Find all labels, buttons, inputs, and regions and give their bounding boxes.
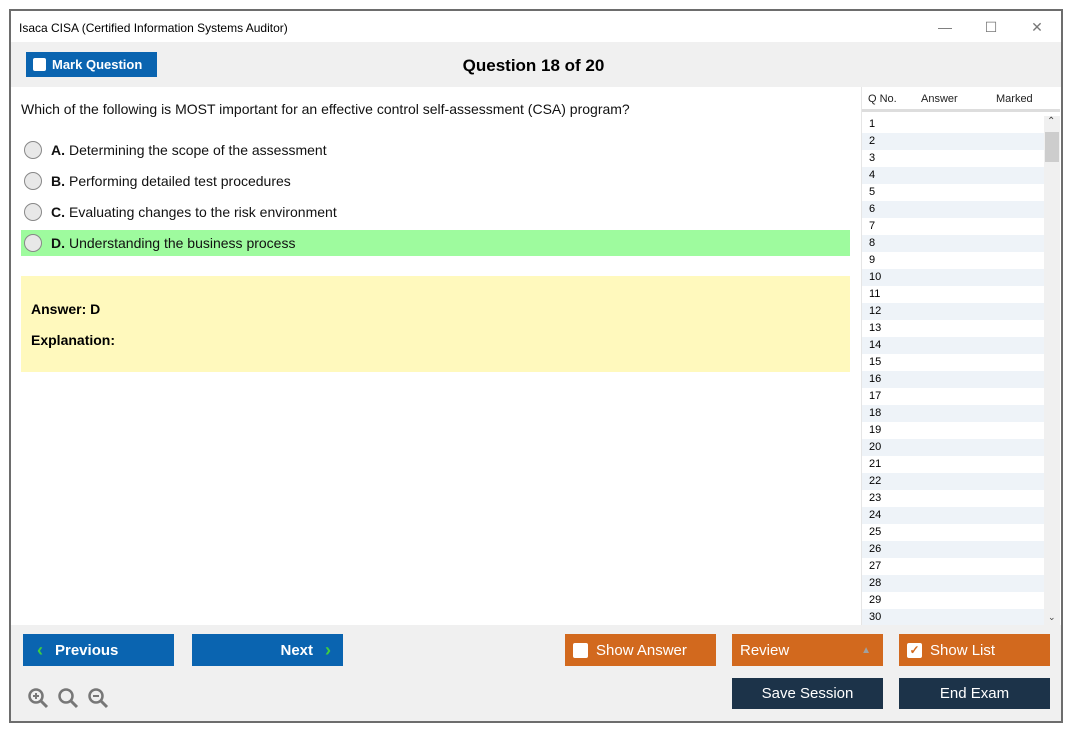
option-text: Determining the scope of the assessment [69,142,327,158]
minimize-icon[interactable]: — [938,19,952,35]
list-row[interactable]: 22 [862,473,1045,490]
zoom-in-icon[interactable] [27,687,49,709]
list-row[interactable]: 29 [869,594,882,606]
question-text: Which of the following is MOST important… [21,101,630,117]
option-letter: B. [51,173,65,189]
show-list-label: Show List [930,641,996,659]
review-dropdown[interactable]: Review ▲ [732,634,883,666]
list-row[interactable]: 12 [862,303,1045,320]
answer-panel: Answer: D Explanation: [21,276,850,372]
save-session-label: Save Session [761,685,854,702]
end-exam-button[interactable]: End Exam [899,678,1050,709]
list-row[interactable]: 9 [869,254,876,266]
list-row[interactable]: 1 [869,118,876,130]
checkbox-icon [33,58,46,71]
radio-icon[interactable] [24,234,42,252]
previous-button[interactable]: ‹ Previous [23,634,174,666]
caret-up-icon: ▲ [861,644,871,656]
title-bar: Isaca CISA (Certified Information System… [11,11,1061,42]
list-row[interactable]: 17 [869,390,882,402]
list-header: Q No. Answer Marked [862,87,1060,112]
option-letter: A. [51,142,65,158]
show-answer-button[interactable]: Show Answer [565,634,716,666]
header-qno: Q No. [868,93,897,105]
list-row[interactable]: 30 [862,609,1045,626]
end-exam-label: End Exam [939,685,1010,702]
previous-label: Previous [55,641,119,659]
option-d[interactable]: D. Understanding the business process [21,230,850,256]
header-marked: Marked [996,93,1033,105]
list-row[interactable]: 18 [862,405,1045,422]
zoom-reset-icon[interactable] [57,687,79,709]
list-row[interactable]: 26 [862,541,1045,558]
list-row[interactable]: 6 [862,201,1045,218]
scrollbar[interactable]: ⌃ ⌄ [1044,116,1060,625]
list-row[interactable]: 23 [869,492,882,504]
list-row[interactable]: 13 [869,322,882,334]
footer: ‹ Previous Next › Show Answer Review ▲ ✓ Sho… [11,625,1061,721]
list-row[interactable]: 3 [869,152,876,164]
header-answer: Answer [921,93,958,105]
list-row[interactable]: 28 [862,575,1045,592]
radio-icon[interactable] [24,141,42,159]
list-row[interactable]: 4 [862,167,1045,184]
option-text: Evaluating changes to the risk environme… [69,204,337,220]
review-label: Review [740,641,790,659]
question-counter: Question 18 of 20 [462,56,605,75]
close-icon[interactable]: ✕ [1031,19,1043,35]
checkbox-icon[interactable] [573,642,588,658]
radio-icon[interactable] [24,203,42,221]
list-row[interactable]: 8 [862,235,1045,252]
chevron-left-icon: ‹ [37,639,43,660]
explanation-label: Explanation: [31,332,116,348]
next-button[interactable]: Next › [192,634,343,666]
chevron-right-icon: › [325,639,331,660]
list-row[interactable]: 15 [869,356,882,368]
mark-label: Mark Question [52,57,143,72]
answer-label: Answer: D [31,301,101,317]
list-row[interactable]: 21 [869,458,882,470]
zoom-out-icon[interactable] [87,687,109,709]
list-row[interactable]: 24 [862,507,1045,524]
option-c[interactable]: C. Evaluating changes to the risk environ… [21,199,850,225]
list-row[interactable]: 7 [869,220,876,232]
option-text: Performing detailed test procedures [69,173,291,189]
list-row[interactable]: 27 [869,560,882,572]
maximize-icon[interactable]: ☐ [984,19,998,35]
list-row[interactable]: 10 [862,269,1045,286]
option-b[interactable]: B. Performing detailed test procedures [21,168,850,194]
show-answer-label: Show Answer [596,641,687,659]
option-text: Understanding the business process [69,235,296,251]
question-list: Q No. Answer Marked 1 2 3 4 5 6 7 8 9 10 11 12 13 14 1… [861,87,1060,626]
list-row[interactable]: 11 [869,288,881,300]
scroll-down-icon[interactable]: ⌄ [1048,612,1056,622]
list-row[interactable]: 20 [862,439,1045,456]
toolbar: Question 18 of 20 Mark Question [11,42,1061,87]
zoom-controls [27,687,109,709]
list-row[interactable]: 14 [862,337,1045,354]
next-label: Next [280,641,313,659]
scrollbar-thumb[interactable] [1045,132,1059,162]
show-list-button[interactable]: ✓ Show List [899,634,1050,666]
list-row[interactable]: 19 [869,424,882,436]
list-row[interactable]: 16 [862,371,1045,388]
scroll-up-icon[interactable]: ⌃ [1047,116,1056,127]
list-row[interactable]: 25 [869,526,882,538]
app-window: Isaca CISA (Certified Information System… [9,9,1063,723]
option-letter: D. [51,235,65,251]
option-letter: C. [51,204,65,220]
list-row[interactable]: 5 [869,186,876,198]
window-title: Isaca CISA (Certified Information System… [19,21,288,35]
save-session-button[interactable]: Save Session [732,678,883,709]
mark-question-button[interactable]: Mark Question [26,52,157,77]
list-rows: 1 2 3 4 5 6 7 8 9 10 11 12 13 14 15 16 17 18 19 20 21 22 23 24 2… [862,116,1045,626]
option-a[interactable]: A. Determining the scope of the assessmen… [21,137,850,163]
list-row[interactable]: 2 [862,133,1045,150]
checkmark-icon[interactable]: ✓ [907,642,922,658]
radio-icon[interactable] [24,172,42,190]
